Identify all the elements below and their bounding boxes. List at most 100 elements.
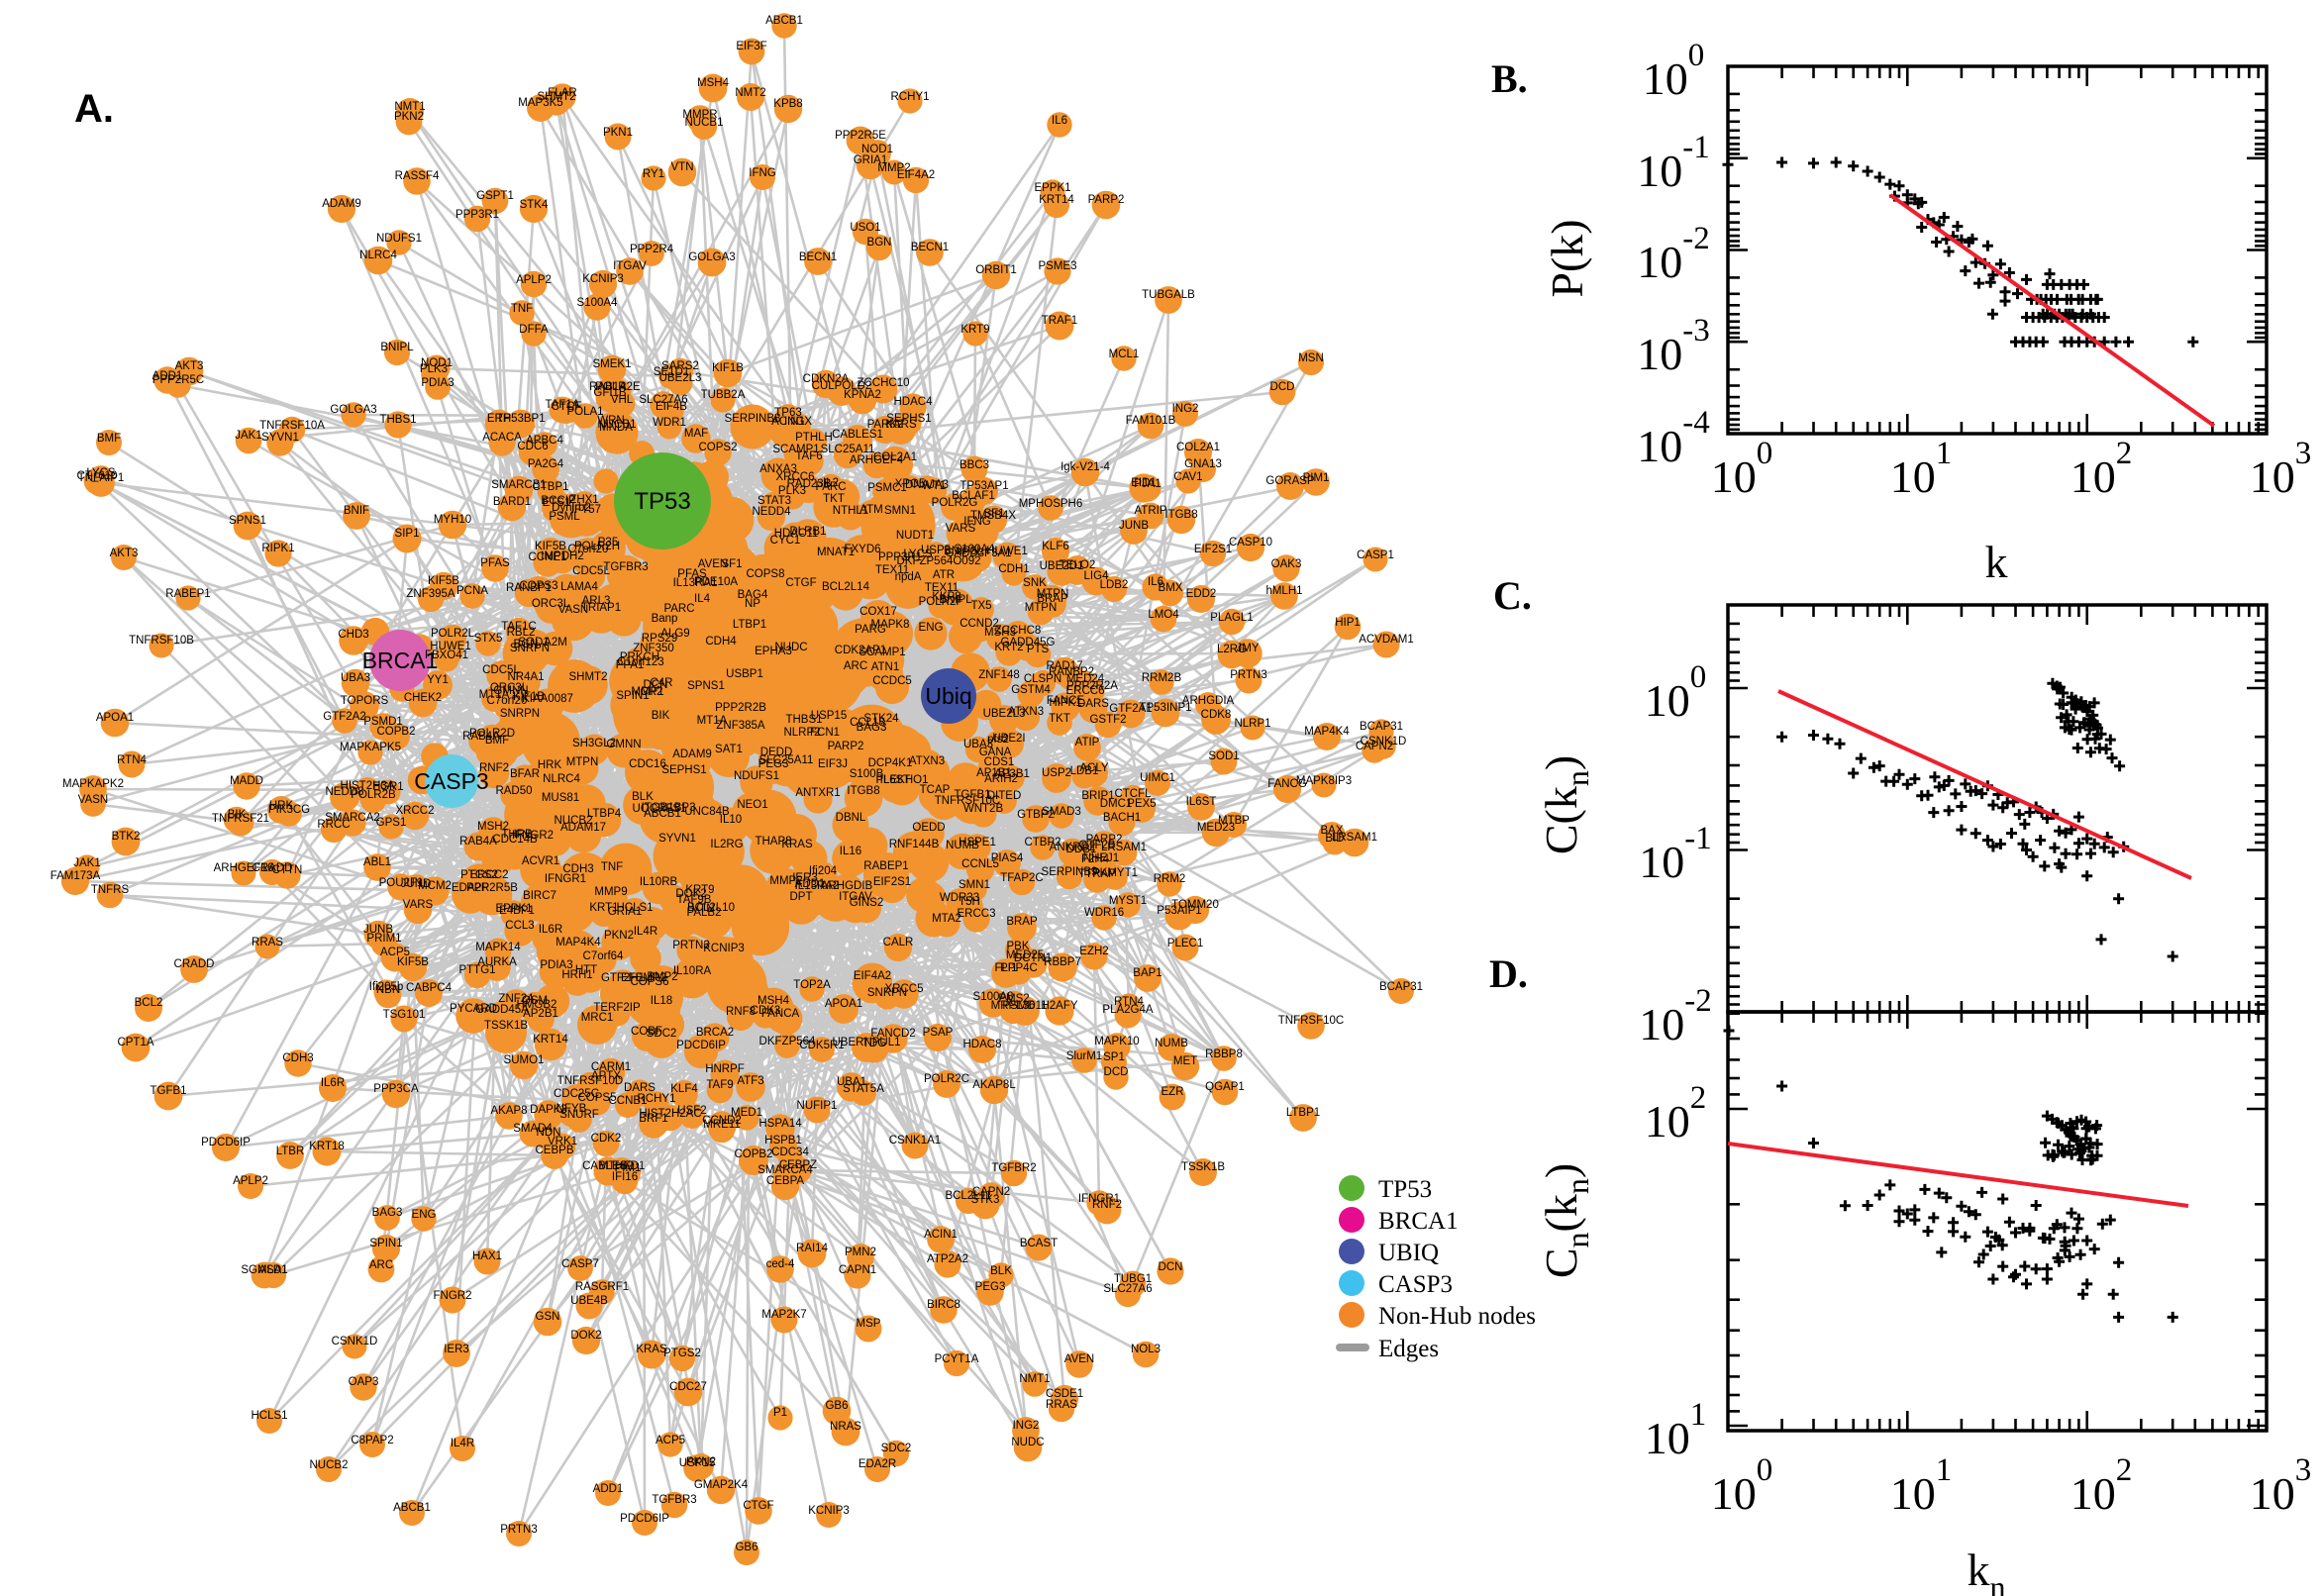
svg-text:BECN1: BECN1 <box>911 242 949 253</box>
svg-text:B.: B. <box>1491 56 1528 101</box>
svg-text:Ifi205b: Ifi205b <box>369 981 404 993</box>
svg-text:STK3: STK3 <box>971 1194 1000 1206</box>
svg-text:SPNS1: SPNS1 <box>687 680 725 692</box>
svg-text:BCAP31: BCAP31 <box>1360 721 1403 733</box>
svg-text:NOL3: NOL3 <box>1131 1344 1161 1355</box>
svg-text:CDK8: CDK8 <box>1201 709 1232 721</box>
svg-text:NUDC: NUDC <box>774 642 807 653</box>
svg-text:LRSAM1: LRSAM1 <box>1332 832 1377 844</box>
svg-text:ATF3: ATF3 <box>737 1075 763 1087</box>
svg-text:PPP2R5B: PPP2R5B <box>466 882 518 894</box>
svg-text:COPB2: COPB2 <box>377 726 416 738</box>
svg-text:MMP9: MMP9 <box>594 886 627 898</box>
svg-text:IFNGR1: IFNGR1 <box>1078 1193 1120 1205</box>
svg-text:GOLGA3: GOLGA3 <box>688 251 735 263</box>
svg-text:TOPORS: TOPORS <box>341 695 389 707</box>
svg-text:UBE2I: UBE2I <box>992 733 1025 745</box>
svg-text:DPT: DPT <box>790 891 813 903</box>
svg-text:ARHGEF16: ARHGEF16 <box>214 862 274 874</box>
svg-text:SLC25A11: SLC25A11 <box>821 444 875 455</box>
svg-text:MAP3K5: MAP3K5 <box>518 97 562 109</box>
svg-text:P1: P1 <box>773 1407 787 1419</box>
svg-text:THBS1: THBS1 <box>379 414 416 426</box>
svg-text:UBA3: UBA3 <box>341 672 370 684</box>
svg-text:BRCA2: BRCA2 <box>696 1027 734 1039</box>
svg-text:BAG4: BAG4 <box>738 589 768 601</box>
svg-text:AVEN: AVEN <box>1064 1353 1094 1365</box>
svg-text:TGFBR3: TGFBR3 <box>652 1494 696 1506</box>
svg-text:TSSK1B: TSSK1B <box>1181 1161 1225 1173</box>
svg-text:PJA1: PJA1 <box>1134 478 1162 490</box>
svg-text:LTBP4: LTBP4 <box>587 808 622 820</box>
svg-text:ATXN3: ATXN3 <box>909 755 945 767</box>
svg-text:ATN1: ATN1 <box>871 661 900 673</box>
svg-text:ARC: ARC <box>369 1259 393 1271</box>
svg-text:CCND2: CCND2 <box>960 618 999 630</box>
svg-text:BCAST: BCAST <box>1020 1238 1058 1249</box>
svg-text:THBS1: THBS1 <box>785 714 822 726</box>
svg-text:SMAD3: SMAD3 <box>1042 806 1081 818</box>
svg-text:YY1: YY1 <box>427 674 449 686</box>
svg-text:RABEP1: RABEP1 <box>863 860 908 872</box>
svg-text:ERCC2: ERCC2 <box>470 869 509 881</box>
svg-text:CALR: CALR <box>883 937 914 948</box>
svg-text:FAM173A: FAM173A <box>50 870 101 882</box>
svg-text:TSSK1B: TSSK1B <box>484 1020 528 1032</box>
svg-text:TP53: TP53 <box>634 488 690 515</box>
svg-text:HNRPF: HNRPF <box>705 1063 745 1075</box>
svg-text:UBE2D1: UBE2D1 <box>1040 560 1084 572</box>
svg-text:S100B: S100B <box>850 768 884 780</box>
svg-text:TSG101: TSG101 <box>383 1009 426 1021</box>
svg-text:DOK2: DOK2 <box>570 1330 601 1342</box>
svg-text:KRT14: KRT14 <box>533 1034 568 1046</box>
svg-text:CDH1: CDH1 <box>998 563 1029 575</box>
svg-text:RNF144B: RNF144B <box>889 839 940 850</box>
svg-text:VTN: VTN <box>671 161 694 173</box>
svg-text:CDH3: CDH3 <box>282 1052 313 1064</box>
svg-text:PIM1: PIM1 <box>1303 472 1330 484</box>
svg-text:GSPT1: GSPT1 <box>476 190 514 202</box>
svg-text:BMX: BMX <box>1159 582 1183 594</box>
svg-text:SP1: SP1 <box>1103 1051 1125 1063</box>
svg-text:RANBP1: RANBP1 <box>506 582 552 594</box>
svg-text:GSN: GSN <box>536 1311 560 1323</box>
svg-text:STK4: STK4 <box>520 199 549 211</box>
svg-text:BTK2: BTK2 <box>112 831 141 843</box>
svg-text:TAF1C: TAF1C <box>501 621 537 633</box>
svg-text:EIF4B: EIF4B <box>656 401 687 413</box>
svg-text:JUNB: JUNB <box>1119 520 1149 532</box>
svg-text:KRT14: KRT14 <box>1039 194 1074 206</box>
svg-text:MPHOSPH6: MPHOSPH6 <box>1019 498 1083 510</box>
svg-text:PKN2: PKN2 <box>604 930 634 942</box>
svg-text:MT1A: MT1A <box>697 715 728 727</box>
svg-text:TOMM20: TOMM20 <box>1171 899 1219 911</box>
svg-text:NRAS: NRAS <box>830 1421 861 1433</box>
svg-text:SMARCA2: SMARCA2 <box>325 812 380 824</box>
svg-text:IL18: IL18 <box>651 995 672 1007</box>
svg-text:IFNGR1: IFNGR1 <box>545 873 586 885</box>
svg-text:KRT9: KRT9 <box>685 884 714 896</box>
svg-text:Edges: Edges <box>1378 1336 1439 1362</box>
svg-text:UIMC1: UIMC1 <box>1140 772 1175 784</box>
svg-text:HIST2H3A: HIST2H3A <box>341 780 395 792</box>
svg-text:S100A8: S100A8 <box>973 991 1014 1003</box>
svg-text:APOA1: APOA1 <box>825 998 862 1010</box>
svg-text:EPPK1: EPPK1 <box>495 903 532 915</box>
svg-text:CDC27: CDC27 <box>669 1381 707 1393</box>
svg-text:hMLH1: hMLH1 <box>1265 585 1302 597</box>
svg-text:ITGB8: ITGB8 <box>847 785 879 797</box>
svg-text:EIF3J: EIF3J <box>818 758 848 770</box>
svg-text:IL6R: IL6R <box>539 924 562 936</box>
svg-text:CDK2: CDK2 <box>591 1133 622 1145</box>
svg-text:FCN1: FCN1 <box>810 727 840 739</box>
svg-text:BNIF: BNIF <box>344 505 369 517</box>
svg-text:FAM101B: FAM101B <box>1126 415 1176 427</box>
svg-text:SNURF: SNURF <box>559 1109 599 1121</box>
svg-text:CDC5L: CDC5L <box>572 565 610 577</box>
svg-text:TNF: TNF <box>601 861 623 873</box>
svg-text:TP53AP1: TP53AP1 <box>960 480 1008 492</box>
svg-text:TUBB2A: TUBB2A <box>701 389 746 401</box>
svg-text:RRAS: RRAS <box>252 937 283 948</box>
svg-text:GB6: GB6 <box>825 1400 848 1412</box>
svg-text:GADD3F3A1: GADD3F3A1 <box>945 548 1011 559</box>
